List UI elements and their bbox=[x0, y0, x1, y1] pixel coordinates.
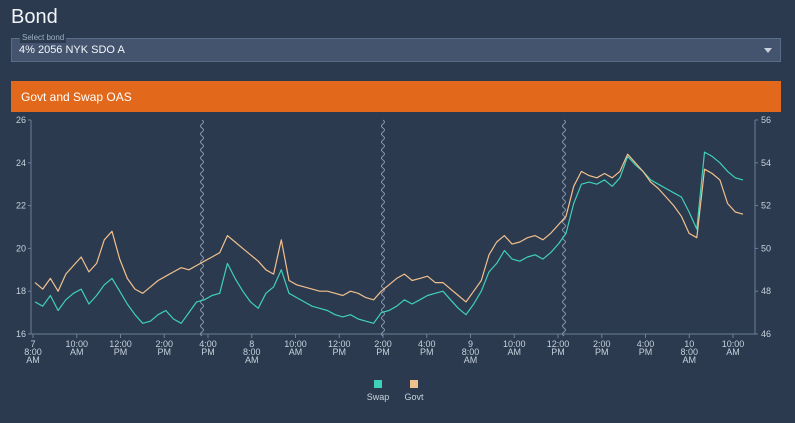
y-right-tick-label: 52 bbox=[761, 201, 771, 211]
legend-label-swap: Swap bbox=[367, 392, 390, 402]
bond-select-value[interactable]: 4% 2056 NYK SDO A bbox=[19, 44, 125, 56]
x-tick-label: AM bbox=[726, 347, 740, 357]
x-tick-label: 10:00 bbox=[284, 339, 307, 349]
x-tick-label: 7 bbox=[30, 339, 35, 349]
x-tick-label: 8:00 bbox=[680, 347, 698, 357]
y-left-tick-label: 24 bbox=[16, 158, 26, 168]
x-tick-label: PM bbox=[551, 347, 565, 357]
x-tick-label: 8:00 bbox=[462, 347, 480, 357]
legend-swatch-swap bbox=[374, 380, 382, 388]
y-left-tick-label: 26 bbox=[16, 115, 26, 125]
x-tick-label: 2:00 bbox=[593, 339, 611, 349]
y-right-tick-label: 48 bbox=[761, 286, 771, 296]
x-tick-label: 2:00 bbox=[155, 339, 173, 349]
x-tick-label: AM bbox=[683, 355, 697, 365]
x-tick-label: PM bbox=[333, 347, 347, 357]
x-tick-label: 4:00 bbox=[637, 339, 655, 349]
x-tick-label: PM bbox=[595, 347, 609, 357]
bond-select-label: Select bond bbox=[20, 33, 67, 43]
x-tick-label: 10:00 bbox=[722, 339, 745, 349]
oas-line-chart: 16182022242646485052545678:00AM10:00AM12… bbox=[16, 115, 771, 402]
chevron-down-icon[interactable] bbox=[764, 48, 772, 53]
x-tick-label: 8 bbox=[249, 339, 254, 349]
x-tick-label: 4:00 bbox=[199, 339, 217, 349]
x-tick-label: AM bbox=[508, 347, 522, 357]
day-break-line bbox=[562, 119, 566, 337]
x-tick-label: 12:00 bbox=[328, 339, 351, 349]
y-right-tick-label: 56 bbox=[761, 115, 771, 125]
x-tick-label: PM bbox=[420, 347, 434, 357]
x-tick-label: 8:00 bbox=[243, 347, 261, 357]
x-tick-label: 2:00 bbox=[374, 339, 392, 349]
x-tick-label: 10 bbox=[684, 339, 694, 349]
x-tick-label: 10:00 bbox=[65, 339, 88, 349]
x-tick-label: AM bbox=[26, 355, 40, 365]
x-tick-label: 12:00 bbox=[547, 339, 570, 349]
x-tick-label: PM bbox=[158, 347, 172, 357]
x-tick-label: 4:00 bbox=[418, 339, 436, 349]
y-left-tick-label: 20 bbox=[16, 243, 26, 253]
y-right-tick-label: 50 bbox=[761, 243, 771, 253]
x-tick-label: PM bbox=[114, 347, 128, 357]
x-tick-label: PM bbox=[639, 347, 653, 357]
x-tick-label: AM bbox=[70, 347, 84, 357]
y-left-tick-label: 18 bbox=[16, 286, 26, 296]
legend-swatch-govt bbox=[410, 380, 418, 388]
y-left-tick-label: 16 bbox=[16, 329, 26, 339]
x-tick-label: AM bbox=[464, 355, 478, 365]
x-tick-label: PM bbox=[376, 347, 390, 357]
chart-panel-title: Govt and Swap OAS bbox=[21, 90, 132, 104]
series-line-govt bbox=[34, 153, 744, 303]
y-right-tick-label: 46 bbox=[761, 329, 771, 339]
day-break-line bbox=[200, 119, 204, 337]
day-break-line bbox=[381, 119, 385, 337]
page-title: Bond bbox=[11, 6, 58, 28]
legend-label-govt: Govt bbox=[404, 392, 424, 402]
x-tick-label: 12:00 bbox=[109, 339, 132, 349]
chart-panel-header: Govt and Swap OAS bbox=[11, 81, 781, 112]
x-tick-label: 10:00 bbox=[503, 339, 526, 349]
series-line-swap bbox=[34, 151, 744, 324]
x-tick-label: AM bbox=[289, 347, 303, 357]
x-tick-label: AM bbox=[245, 355, 259, 365]
x-tick-label: 9 bbox=[468, 339, 473, 349]
x-tick-label: 8:00 bbox=[24, 347, 42, 357]
y-left-tick-label: 22 bbox=[16, 201, 26, 211]
y-right-tick-label: 54 bbox=[761, 158, 771, 168]
x-tick-label: PM bbox=[201, 347, 215, 357]
bond-select[interactable]: Select bond 4% 2056 NYK SDO A bbox=[11, 33, 781, 62]
